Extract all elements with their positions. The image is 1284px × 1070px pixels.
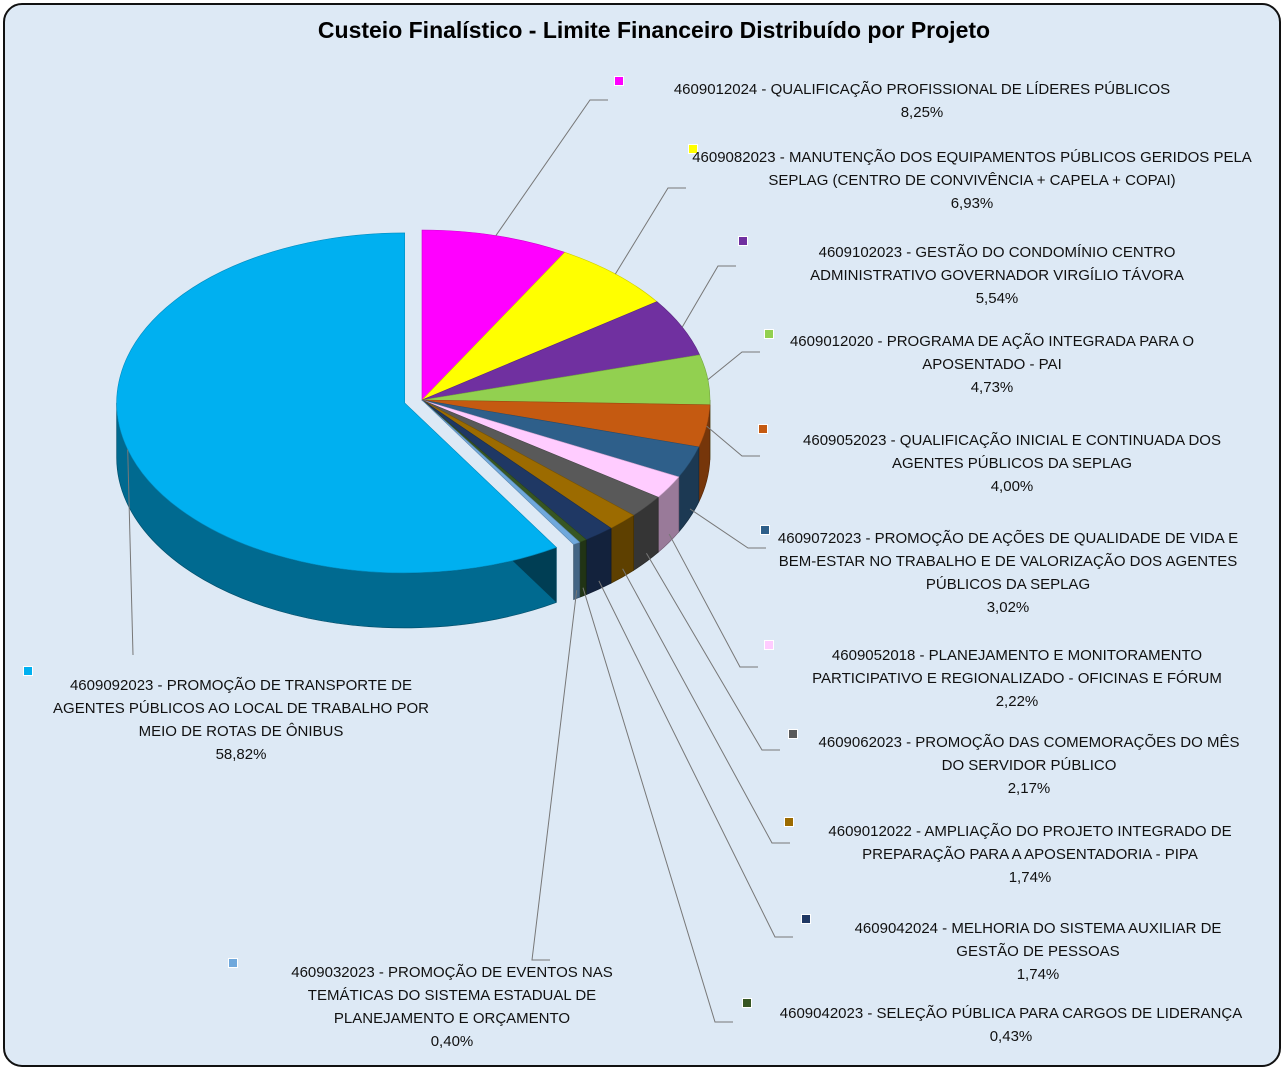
leader-line bbox=[681, 265, 736, 328]
data-label: 4609012024 - QUALIFICAÇÃO PROFISSIONAL D… bbox=[642, 78, 1202, 124]
leader-line bbox=[598, 580, 793, 938]
category-label: 4609072023 - PROMOÇÃO DE AÇÕES DE QUALID… bbox=[777, 530, 1239, 593]
category-label: 4609012024 - QUALIFICAÇÃO PROFISSIONAL D… bbox=[673, 81, 1171, 98]
value-label: 1,74% bbox=[1016, 966, 1060, 983]
leader-line bbox=[495, 99, 608, 236]
leader-line bbox=[582, 587, 733, 1023]
value-label: 1,74% bbox=[1008, 869, 1052, 886]
data-label: 4609042024 - MELHORIA DO SISTEMA AUXILIA… bbox=[828, 917, 1248, 986]
value-label: 4,73% bbox=[970, 379, 1014, 396]
slices bbox=[116, 229, 711, 574]
legend-swatch bbox=[760, 525, 770, 535]
category-label: 4609012022 - AMPLIAÇÃO DO PROJETO INTEGR… bbox=[828, 823, 1232, 863]
data-label: 4609062023 - PROMOÇÃO DAS COMEMORAÇÕES D… bbox=[814, 731, 1244, 800]
leader-line bbox=[689, 508, 766, 549]
legend-swatch bbox=[742, 998, 752, 1008]
category-label: 4609042024 - MELHORIA DO SISTEMA AUXILIA… bbox=[854, 920, 1222, 960]
leader-line bbox=[706, 425, 760, 457]
slice bbox=[116, 232, 557, 574]
value-label: 8,25% bbox=[900, 104, 944, 121]
legend-swatch bbox=[788, 729, 798, 739]
data-label: 4609012020 - PROGRAMA DE AÇÃO INTEGRADA … bbox=[772, 330, 1212, 399]
leader-line bbox=[668, 533, 758, 668]
leader-line bbox=[707, 351, 760, 381]
data-label: 4609042023 - SELEÇÃO PÚBLICA PARA CARGOS… bbox=[761, 1002, 1261, 1048]
leader-line bbox=[646, 553, 780, 751]
data-label: 4609052018 - PLANEJAMENTO E MONITORAMENT… bbox=[797, 644, 1237, 713]
legend-swatch bbox=[758, 424, 768, 434]
category-label: 4609052018 - PLANEJAMENTO E MONITORAMENT… bbox=[812, 647, 1222, 687]
slice bbox=[421, 229, 566, 401]
category-label: 4609082023 - MANUTENÇÃO DOS EQUIPAMENTOS… bbox=[692, 149, 1252, 189]
legend-swatch bbox=[688, 144, 698, 154]
leader-line bbox=[622, 568, 790, 844]
category-label: 4609092023 - PROMOÇÃO DE TRANSPORTE DE A… bbox=[53, 677, 429, 740]
value-label: 5,54% bbox=[975, 290, 1019, 307]
category-label: 4609052023 - QUALIFICAÇÃO INICIAL E CONT… bbox=[803, 432, 1221, 472]
chart-title: Custeio Finalístico - Limite Financeiro … bbox=[318, 17, 990, 43]
value-label: 0,43% bbox=[989, 1028, 1033, 1045]
value-label: 2,17% bbox=[1007, 780, 1051, 797]
slice bbox=[421, 251, 658, 401]
data-label: 4609052023 - QUALIFICAÇÃO INICIAL E CONT… bbox=[782, 429, 1242, 498]
legend-swatch bbox=[23, 666, 33, 676]
data-label: 4609072023 - PROMOÇÃO DE AÇÕES DE QUALID… bbox=[773, 527, 1243, 619]
value-label: 4,00% bbox=[990, 478, 1034, 495]
legend-swatch bbox=[764, 640, 774, 650]
legend-swatch bbox=[764, 329, 774, 339]
leader-lines bbox=[127, 99, 793, 1023]
data-label: 4609032023 - PROMOÇÃO DE EVENTOS NAS TEM… bbox=[267, 961, 637, 1053]
leader-line bbox=[127, 449, 134, 656]
leader-line bbox=[531, 590, 578, 961]
category-label: 4609042023 - SELEÇÃO PÚBLICA PARA CARGOS… bbox=[779, 1005, 1243, 1022]
category-label: 4609032023 - PROMOÇÃO DE EVENTOS NAS TEM… bbox=[291, 964, 613, 1027]
value-label: 6,93% bbox=[950, 195, 994, 212]
leader-line bbox=[614, 187, 686, 275]
category-label: 4609062023 - PROMOÇÃO DAS COMEMORAÇÕES D… bbox=[818, 734, 1240, 774]
data-label: 4609102023 - GESTÃO DO CONDOMÍNIO CENTRO… bbox=[787, 241, 1207, 310]
legend-swatch bbox=[228, 958, 238, 968]
data-label: 4609012022 - AMPLIAÇÃO DO PROJETO INTEGR… bbox=[805, 820, 1255, 889]
slice bbox=[421, 399, 581, 545]
legend-swatch bbox=[784, 817, 794, 827]
value-label: 58,82% bbox=[215, 746, 267, 763]
legend-swatch bbox=[801, 914, 811, 924]
legend-swatch bbox=[738, 236, 748, 246]
value-label: 0,40% bbox=[430, 1033, 474, 1050]
category-label: 4609012020 - PROGRAMA DE AÇÃO INTEGRADA … bbox=[789, 333, 1195, 373]
legend-swatch bbox=[614, 76, 624, 86]
value-label: 2,22% bbox=[995, 693, 1039, 710]
data-label: 4609092023 - PROMOÇÃO DE TRANSPORTE DE A… bbox=[41, 674, 441, 766]
data-label: 4609082023 - MANUTENÇÃO DOS EQUIPAMENTOS… bbox=[692, 146, 1252, 215]
category-label: 4609102023 - GESTÃO DO CONDOMÍNIO CENTRO… bbox=[810, 244, 1184, 284]
value-label: 3,02% bbox=[986, 599, 1030, 616]
